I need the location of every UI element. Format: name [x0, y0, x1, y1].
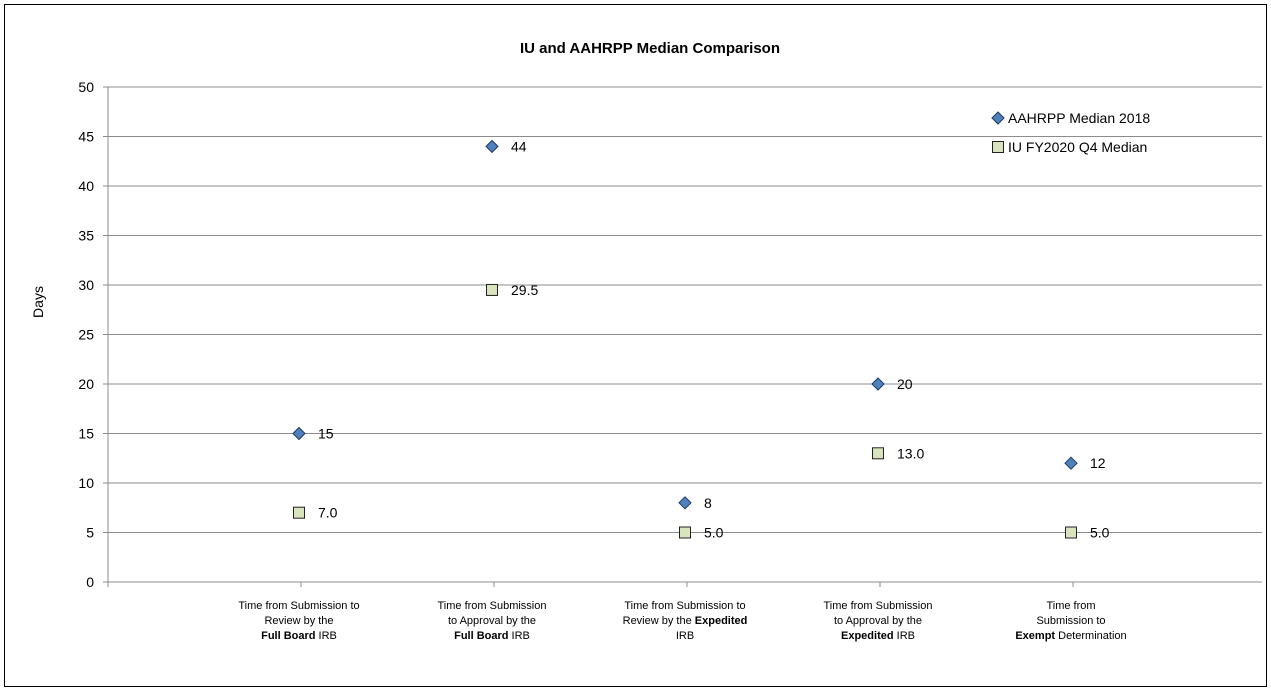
y-tick-label: 35	[78, 228, 94, 244]
y-tick-label: 15	[78, 426, 94, 442]
y-tick-label: 25	[78, 327, 94, 343]
y-tick-labels: 0 5 10 15 20 25 30 35 40 45 50	[78, 79, 94, 590]
x-category-label-part: Time from Submission to	[238, 600, 359, 612]
data-points: 15 44 8 20 12 7.0 29.5 5.0 13.0 5.0	[292, 138, 1110, 541]
category-labels: Time from Submission to Review by the Full…	[238, 600, 1126, 642]
iu-data-label: 5.0	[1090, 525, 1110, 541]
x-category-label-part: Submission to	[1036, 615, 1105, 627]
iu-point	[1065, 526, 1077, 539]
x-category-label-part: Determination	[1055, 630, 1127, 642]
iu-data-label: 13.0	[897, 445, 924, 461]
iu-point	[679, 526, 691, 539]
y-tick-label: 40	[78, 178, 94, 194]
iu-point	[293, 506, 305, 519]
chart-frame	[4, 4, 1267, 687]
aahrpp-data-label: 12	[1090, 455, 1106, 471]
x-category-label-part: Expedited	[841, 630, 894, 642]
axes	[103, 86, 1262, 587]
aahrpp-point	[485, 139, 499, 154]
aahrpp-point	[292, 426, 306, 441]
x-category-label-part: Review by the	[264, 615, 333, 627]
iu-data-label: 7.0	[318, 505, 338, 521]
y-tick-label: 30	[78, 277, 94, 293]
x-category-label-part: Review by the	[623, 615, 695, 627]
x-category-label: Time from Submission to Approval by the Fu…	[437, 600, 546, 642]
chart-title: IU and AAHRPP Median Comparison	[520, 40, 780, 57]
iu-data-label: 29.5	[511, 282, 538, 298]
x-category-label-part: Full Board	[261, 630, 315, 642]
x-category-label-part: Full Board	[454, 630, 508, 642]
y-tick-label: 45	[78, 129, 94, 145]
x-category-label-part: to Approval by the	[448, 615, 536, 627]
aahrpp-point	[678, 496, 692, 510]
aahrpp-data-label: 8	[704, 495, 712, 511]
iu-data-label: 5.0	[704, 525, 724, 541]
iu-point	[486, 283, 498, 296]
iu-point	[872, 447, 884, 460]
x-category-label-part: Time from Submission	[823, 600, 932, 612]
y-tick-label: 5	[86, 525, 94, 541]
y-tick-label: 20	[78, 376, 94, 392]
x-category-label: Time from Submission to Review by the Full…	[238, 600, 359, 642]
x-category-label-part: IRB	[315, 630, 336, 642]
aahrpp-data-label: 20	[897, 376, 913, 392]
x-category-label-part: IRB	[508, 630, 529, 642]
x-category-label-part: Time from Submission	[437, 600, 546, 612]
x-category-label-part: Expedited	[695, 615, 748, 627]
x-category-label: Time from Submission to Exempt Determinati…	[1015, 600, 1126, 642]
y-tick-label: 0	[86, 574, 94, 590]
x-category-label-part: IRB	[894, 630, 915, 642]
legend-label: IU FY2020 Q4 Median	[1008, 139, 1147, 155]
x-category-label-part: IRB	[676, 630, 694, 642]
y-tick-label: 10	[78, 475, 94, 491]
y-axis-label: Days	[30, 286, 46, 318]
y-tick-label: 50	[78, 79, 94, 95]
aahrpp-data-label: 44	[511, 138, 527, 154]
x-category-label: Time from Submission to Review by the Exp…	[623, 600, 748, 642]
x-category-label-part: to Approval by the	[834, 615, 922, 627]
x-category-label-part: Time from Submission to	[624, 600, 745, 612]
aahrpp-data-label: 15	[318, 426, 334, 442]
x-category-label-part: Time from	[1046, 600, 1095, 612]
legend-label: AAHRPP Median 2018	[1008, 110, 1150, 126]
x-category-label: Time from Submission to Approval by the Ex…	[823, 600, 932, 642]
legend: AAHRPP Median 2018 IU FY2020 Q4 Median	[991, 110, 1150, 155]
aahrpp-point	[1064, 456, 1078, 470]
legend-marker	[992, 141, 1004, 153]
x-category-label-part: Exempt	[1015, 630, 1055, 642]
aahrpp-point	[871, 377, 885, 391]
legend-marker	[991, 111, 1005, 125]
